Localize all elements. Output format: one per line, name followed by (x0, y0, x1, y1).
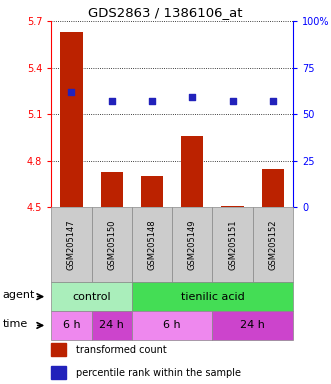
Point (69, 89, 74, 95)
Text: GSM205151: GSM205151 (228, 220, 237, 270)
Text: agent: agent (3, 290, 35, 300)
Bar (141, 176, 163, 207)
Point (190, 94, 195, 101)
Bar (172, 207, 213, 282)
Text: GSM205149: GSM205149 (188, 220, 197, 270)
Bar (132, 207, 172, 282)
Text: transformed count: transformed count (76, 344, 167, 354)
Bar (262, 169, 284, 207)
Bar (51, 366, 66, 379)
Bar (253, 207, 293, 282)
Text: GDS2863 / 1386106_at: GDS2863 / 1386106_at (88, 7, 243, 19)
Bar (60, 32, 82, 207)
Bar (132, 282, 293, 311)
Text: control: control (72, 291, 111, 302)
Bar (51, 311, 92, 340)
Point (149, 98, 155, 104)
Point (230, 98, 235, 104)
Text: 6 h: 6 h (63, 320, 80, 331)
Bar (213, 311, 293, 340)
Bar (92, 311, 132, 340)
Text: GSM205150: GSM205150 (107, 220, 116, 270)
Text: 24 h: 24 h (99, 320, 124, 331)
Bar (92, 207, 132, 282)
Text: GSM205152: GSM205152 (268, 220, 277, 270)
Point (270, 98, 275, 104)
Bar (181, 136, 203, 207)
Text: time: time (3, 319, 28, 329)
Bar (101, 172, 123, 207)
Bar (51, 282, 132, 311)
Text: percentile rank within the sample: percentile rank within the sample (76, 367, 241, 377)
Bar (213, 207, 253, 282)
Text: tienilic acid: tienilic acid (180, 291, 244, 302)
Bar (132, 311, 213, 340)
Text: GSM205148: GSM205148 (148, 220, 157, 270)
Point (109, 98, 115, 104)
Text: 24 h: 24 h (240, 320, 265, 331)
Text: 6 h: 6 h (163, 320, 181, 331)
Text: GSM205147: GSM205147 (67, 220, 76, 270)
Bar (51, 207, 92, 282)
Bar (51, 343, 66, 356)
Bar (221, 206, 244, 207)
